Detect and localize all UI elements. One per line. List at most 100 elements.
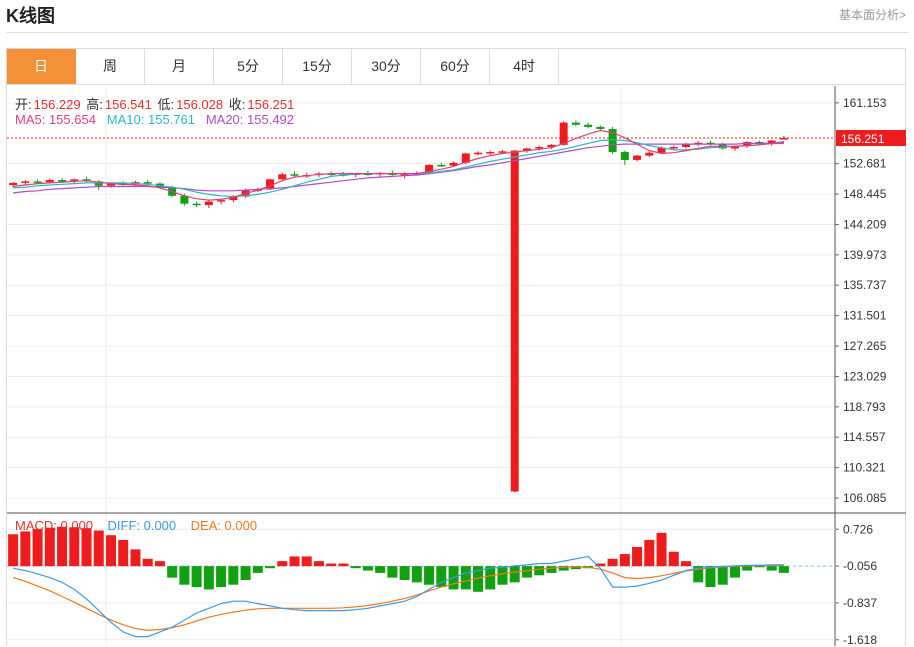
macd-bar — [203, 566, 214, 590]
chart-frame — [6, 48, 906, 646]
candle — [204, 201, 213, 206]
dea-value: DEA: 0.000 — [190, 518, 258, 533]
macd-bar — [265, 566, 276, 569]
y-tick-label: 148.445 — [843, 187, 887, 201]
candle — [547, 144, 556, 147]
current-price-label: 156.251 — [841, 132, 885, 146]
candle — [143, 182, 152, 184]
macd-bar — [387, 566, 398, 578]
macd-bar — [289, 556, 300, 567]
candle — [363, 173, 372, 176]
macd-bar — [179, 566, 190, 585]
tab-week[interactable]: 周 — [76, 49, 145, 84]
y-tick-label: 135.737 — [843, 278, 887, 292]
macd-bar — [69, 527, 80, 567]
macd-bar — [632, 547, 643, 567]
macd-y-tick-label: -0.837 — [843, 596, 877, 610]
candle — [498, 151, 507, 153]
macd-bar — [656, 532, 667, 567]
page-title: K线图 — [6, 6, 55, 26]
candle — [94, 181, 103, 186]
candle — [669, 147, 678, 149]
y-tick-label: 114.557 — [843, 430, 886, 444]
candle — [180, 195, 189, 204]
candle — [106, 183, 115, 186]
candle — [730, 146, 739, 149]
y-tick-label: 118.793 — [843, 400, 886, 414]
macd-bar — [313, 561, 324, 567]
candle — [682, 144, 691, 147]
ma10-line — [13, 139, 784, 198]
tab-60min[interactable]: 60分 — [421, 49, 490, 84]
candle — [559, 122, 568, 145]
macd-bar — [778, 566, 789, 573]
macd-bar — [228, 566, 239, 585]
tab-15min[interactable]: 15分 — [283, 49, 352, 84]
candle — [571, 122, 580, 125]
macd-bar — [717, 566, 728, 585]
candle — [510, 150, 519, 492]
close-value: 156.251 — [247, 97, 295, 112]
candle — [584, 124, 593, 127]
ma10-legend: MA10: 155.761 — [106, 112, 195, 127]
y-tick-label: 106.085 — [843, 491, 887, 505]
y-tick-label: 139.973 — [843, 248, 887, 262]
tab-4hour[interactable]: 4时 — [490, 49, 559, 84]
y-tick-label: 127.265 — [843, 339, 887, 353]
candle — [461, 153, 470, 163]
macd-bar — [546, 566, 557, 573]
macd-bar — [399, 566, 410, 580]
y-tick-label: 144.209 — [843, 217, 887, 231]
y-tick-label: 110.321 — [843, 461, 886, 475]
candle — [657, 147, 666, 153]
macd-bar — [742, 566, 753, 571]
macd-bar — [521, 566, 532, 578]
y-tick-label: 152.681 — [843, 157, 887, 171]
macd-bar — [595, 563, 606, 567]
candle — [192, 203, 201, 206]
macd-bar — [558, 566, 569, 571]
candle — [706, 142, 715, 145]
fundamental-analysis-link[interactable]: 基本面分析> — [838, 8, 906, 22]
macd-bar — [424, 566, 435, 585]
macd-y-tick-label: -1.618 — [843, 633, 877, 647]
macd-bar — [338, 563, 349, 567]
candle — [425, 164, 434, 173]
macd-bar — [460, 566, 471, 590]
candle — [278, 174, 287, 180]
tab-30min[interactable]: 30分 — [352, 49, 421, 84]
candle — [596, 126, 605, 130]
macd-bar — [497, 566, 508, 585]
y-tick-label: 131.501 — [843, 309, 887, 323]
tab-month[interactable]: 月 — [145, 49, 214, 84]
macd-bar — [240, 566, 251, 580]
macd-bar — [705, 566, 716, 588]
candle — [70, 179, 79, 181]
macd-bar — [326, 563, 337, 567]
macd-bar — [44, 527, 55, 567]
macd-bar — [411, 566, 422, 583]
open-value: 156.229 — [33, 97, 81, 112]
open-label: 开: — [15, 97, 32, 112]
candle — [608, 129, 617, 153]
macd-bar — [681, 561, 692, 567]
dea-line — [12, 564, 784, 632]
period-tabs: 日 周 月 5分 15分 30分 60分 4时 — [7, 49, 559, 84]
macd-bar — [362, 566, 373, 571]
macd-bar — [668, 551, 679, 567]
candle — [767, 140, 776, 145]
high-label: 高: — [86, 97, 103, 112]
macd-bar — [436, 566, 447, 588]
candle — [327, 173, 336, 176]
macd-bar — [81, 528, 92, 567]
macd-bar — [93, 530, 104, 567]
y-tick-label: 123.029 — [843, 369, 887, 383]
candle — [437, 164, 446, 167]
high-value: 156.541 — [104, 97, 152, 112]
macd-bar — [142, 558, 153, 567]
ma5-line — [13, 129, 784, 201]
tab-day[interactable]: 日 — [7, 49, 76, 84]
macd-bar — [277, 561, 288, 567]
tab-5min[interactable]: 5分 — [214, 49, 283, 84]
